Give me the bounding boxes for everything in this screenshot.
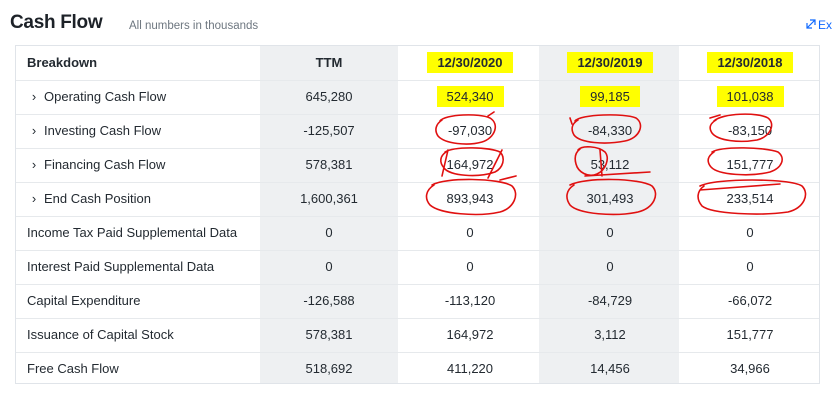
- cell-2019: -84,330: [587, 123, 633, 138]
- cell-ttm: -126,588: [303, 293, 355, 308]
- cell-2020: -113,120: [444, 293, 496, 308]
- cell-2020: -97,030: [447, 123, 493, 138]
- cell-2019: 0: [606, 259, 614, 274]
- column-header-2019: 12/30/2019: [541, 46, 679, 80]
- cell-2019: 99,185: [541, 80, 679, 114]
- table-row: Capital Expenditure -126,588 -113,120 -8…: [16, 284, 819, 319]
- column-header-2020: 12/30/2020: [401, 46, 539, 80]
- cell-2020: 164,972: [446, 157, 494, 172]
- cash-flow-table: Breakdown TTM 12/30/2020 12/30/2019 12/3…: [15, 45, 820, 384]
- cell-2018: 233,514: [726, 191, 774, 206]
- row-label[interactable]: › Financing Cash Flow: [27, 148, 257, 182]
- cell-2018: 0: [746, 259, 754, 274]
- table-row: Income Tax Paid Supplemental Data 0 0 0 …: [16, 216, 819, 251]
- cell-2020: 411,220: [446, 361, 494, 376]
- page-title: Cash Flow: [10, 12, 103, 33]
- cell-2019: 0: [606, 225, 614, 240]
- cell-2020: 0: [466, 225, 474, 240]
- table-row: Interest Paid Supplemental Data 0 0 0 0: [16, 250, 819, 285]
- chevron-right-icon[interactable]: ›: [31, 89, 37, 104]
- table-row[interactable]: › End Cash Position 1,600,361 893,943 301…: [16, 182, 819, 217]
- row-label-text: Operating Cash Flow: [44, 89, 167, 104]
- expand-arrow-icon: [806, 18, 818, 32]
- cell-ttm: 645,280: [305, 89, 353, 104]
- cell-2018: 151,777: [726, 327, 774, 342]
- table-row[interactable]: › Investing Cash Flow -125,507 -97,030 -8…: [16, 114, 819, 149]
- cell-2019: 53,112: [590, 157, 630, 172]
- table-row: Issuance of Capital Stock 578,381 164,97…: [16, 318, 819, 353]
- cell-2019: 3,112: [594, 327, 626, 342]
- column-header-2018: 12/30/2018: [681, 46, 819, 80]
- chevron-right-icon[interactable]: ›: [31, 191, 37, 206]
- cell-2018: -66,072: [727, 293, 773, 308]
- chevron-right-icon[interactable]: ›: [31, 157, 37, 172]
- table-row[interactable]: › Operating Cash Flow 645,280 524,340 99,…: [16, 80, 819, 115]
- highlight-mark: 524,340: [436, 86, 504, 107]
- cell-ttm: -125,507: [303, 123, 355, 138]
- row-label-text: End Cash Position: [44, 191, 151, 206]
- column-header-breakdown: Breakdown: [27, 55, 98, 70]
- cell-ttm: 518,692: [305, 361, 353, 376]
- page-header: Cash Flow All numbers in thousands Ex: [0, 0, 832, 50]
- cell-2018: -83,150: [727, 123, 773, 138]
- table-row[interactable]: › Financing Cash Flow 578,381 164,972 53,…: [16, 148, 819, 183]
- cell-ttm: 578,381: [305, 157, 353, 172]
- units-note: All numbers in thousands: [129, 20, 259, 32]
- row-label-text: Financing Cash Flow: [44, 157, 166, 172]
- table-header-row: Breakdown TTM 12/30/2020 12/30/2019 12/3…: [16, 46, 819, 81]
- row-label: Issuance of Capital Stock: [27, 327, 174, 342]
- cell-2020: 0: [466, 259, 474, 274]
- highlight-mark: 99,185: [580, 86, 640, 107]
- cell-2020: 164,972: [446, 327, 494, 342]
- cell-2018: 151,777: [726, 157, 774, 172]
- expand-all-label: Ex: [818, 18, 832, 32]
- cell-2020: 524,340: [401, 80, 539, 114]
- chevron-right-icon[interactable]: ›: [31, 123, 37, 138]
- row-label: Free Cash Flow: [27, 361, 119, 376]
- highlight-mark: 12/30/2020: [427, 52, 513, 73]
- ttm-column-shade: [260, 46, 398, 383]
- cell-ttm: 0: [325, 225, 333, 240]
- table-row: Free Cash Flow 518,692 411,220 14,456 34…: [16, 352, 819, 386]
- cell-ttm: 1,600,361: [300, 191, 358, 206]
- row-label[interactable]: › End Cash Position: [27, 182, 257, 216]
- cell-2018: 0: [746, 225, 754, 240]
- row-label: Interest Paid Supplemental Data: [27, 259, 215, 274]
- expand-all-button[interactable]: Ex: [806, 18, 832, 32]
- cell-ttm: 0: [325, 259, 333, 274]
- highlight-mark: 12/30/2018: [707, 52, 793, 73]
- cell-2019: 301,493: [586, 191, 634, 206]
- cell-2020: 893,943: [446, 191, 494, 206]
- cell-2018: 34,966: [730, 361, 770, 376]
- row-label-text: Investing Cash Flow: [44, 123, 162, 138]
- cell-2019: -84,729: [587, 293, 633, 308]
- cell-2018: 101,038: [681, 80, 819, 114]
- column-header-ttm: TTM: [315, 55, 343, 70]
- cell-ttm: 578,381: [305, 327, 353, 342]
- row-label[interactable]: › Investing Cash Flow: [27, 114, 257, 148]
- highlight-mark: 12/30/2019: [567, 52, 653, 73]
- row-label: Income Tax Paid Supplemental Data: [27, 225, 238, 240]
- cell-2019: 14,456: [590, 361, 630, 376]
- highlight-mark: 101,038: [716, 86, 784, 107]
- row-label: Capital Expenditure: [27, 293, 141, 308]
- row-label[interactable]: › Operating Cash Flow: [27, 80, 257, 114]
